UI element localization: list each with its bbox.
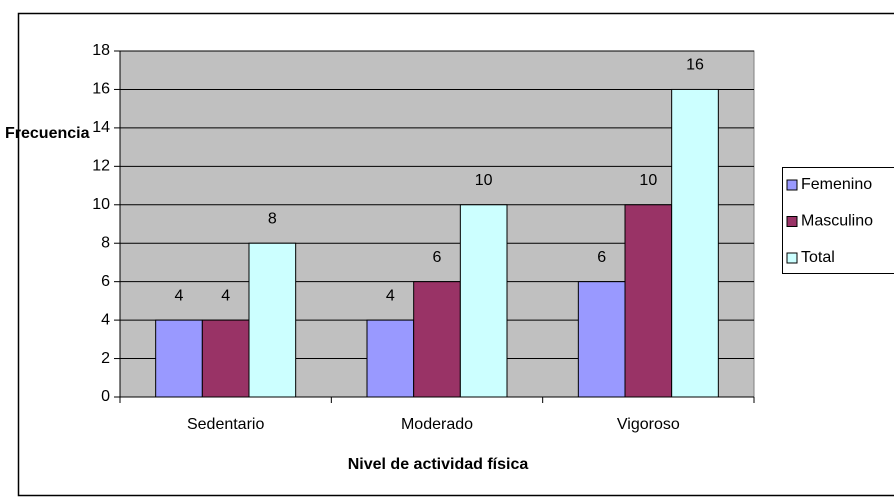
value-label: 4: [386, 287, 395, 304]
bar: [366, 319, 415, 398]
value-label: 4: [175, 287, 184, 304]
value-label: 8: [268, 210, 277, 227]
y-tick-label: 12: [92, 158, 110, 175]
value-label: 16: [686, 57, 704, 74]
x-tick-label: Moderado: [401, 416, 473, 433]
y-tick-label: 2: [101, 350, 110, 367]
value-label: 10: [475, 172, 493, 189]
y-tick-label: 0: [101, 388, 110, 405]
legend-label: Total: [801, 249, 835, 266]
value-label: 6: [433, 249, 442, 266]
x-axis-label: Nivel de actividad física: [348, 456, 529, 473]
bar: [577, 281, 626, 398]
y-tick-label: 16: [92, 81, 110, 98]
y-tick-label: 6: [101, 273, 110, 290]
legend-swatch: [786, 179, 798, 191]
bar: [671, 88, 719, 398]
bar: [459, 204, 508, 398]
legend-swatch: [786, 252, 798, 264]
bar: [624, 204, 673, 398]
x-tick-label: Sedentario: [187, 416, 264, 433]
y-tick-label: 8: [101, 234, 110, 251]
bar: [248, 242, 297, 398]
y-tick-label: 18: [92, 42, 110, 59]
x-tick-label: Vigoroso: [617, 416, 680, 433]
legend-label: Femenino: [801, 176, 872, 193]
y-tick-label: 10: [92, 196, 110, 213]
bar: [201, 319, 250, 398]
legend-swatch: [786, 216, 798, 227]
y-tick-label: 14: [92, 119, 110, 136]
value-label: 4: [221, 287, 230, 304]
y-axis-label: Frecuencia: [5, 125, 90, 142]
bar: [155, 319, 203, 398]
y-tick-label: 4: [101, 311, 110, 328]
bar: [413, 281, 461, 398]
value-label: 10: [639, 172, 657, 189]
legend-box: [782, 167, 894, 274]
legend-label: Masculino: [801, 213, 873, 230]
value-label: 6: [597, 249, 606, 266]
